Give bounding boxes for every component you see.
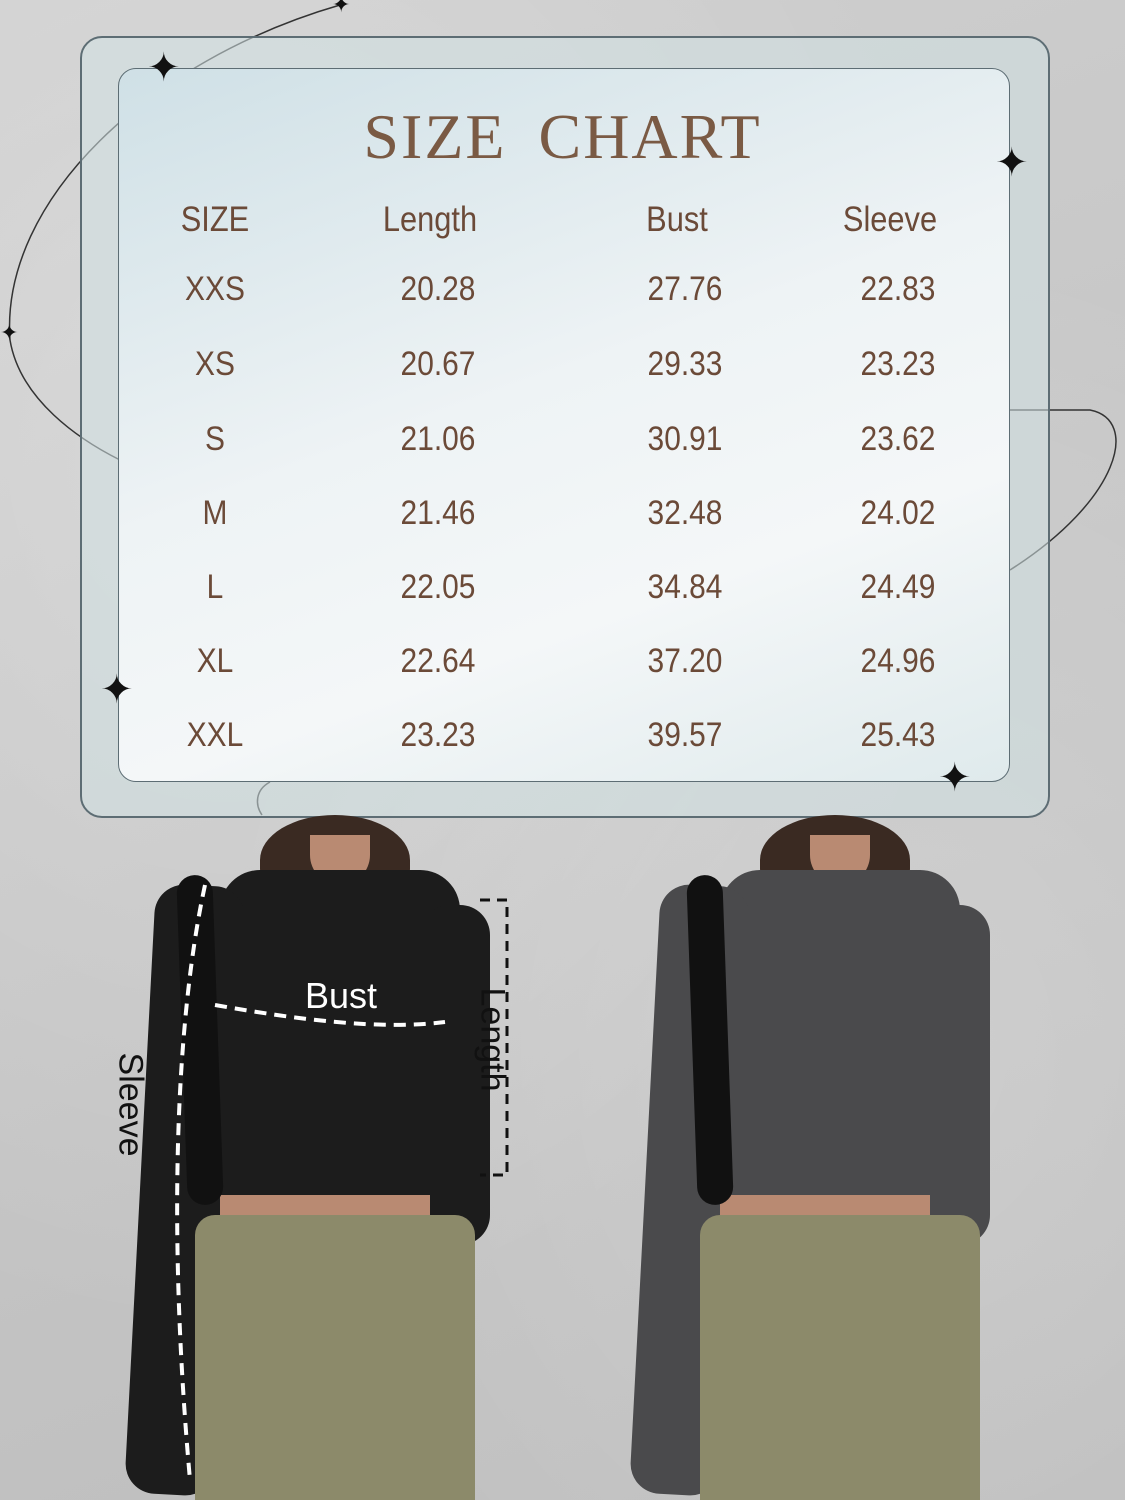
cell-size: M [202, 494, 228, 532]
sleeve-label: Sleeve [111, 1052, 150, 1157]
cell-bust: 39.57 [647, 716, 723, 754]
sparkle-icon: ✦ [100, 668, 134, 712]
cell-length: 23.23 [400, 716, 476, 754]
cell-size: XXS [185, 270, 245, 308]
length-label: Length [473, 987, 512, 1092]
cell-size: S [205, 420, 225, 458]
cell-size: XS [195, 345, 235, 383]
cell-sleeve: 24.96 [860, 642, 936, 680]
cell-bust: 30.91 [647, 420, 723, 458]
size-chart-panel [118, 68, 1010, 782]
cell-length: 21.06 [400, 420, 476, 458]
sparkle-icon: ✦ [0, 320, 19, 345]
cell-sleeve: 24.02 [860, 494, 936, 532]
page-title: SIZE CHART [363, 101, 762, 172]
cell-bust: 37.20 [647, 642, 723, 680]
cell-size: XL [196, 642, 234, 680]
cell-length: 20.28 [400, 270, 476, 308]
sleeve-line [175, 884, 207, 1481]
bust-label: Bust [305, 975, 378, 1016]
length-line [480, 898, 509, 1177]
cell-bust: 34.84 [647, 568, 723, 606]
cell-sleeve: 23.23 [860, 345, 936, 383]
cell-length: 20.67 [400, 345, 476, 383]
column-header-sleeve: Sleeve [842, 200, 938, 239]
cell-sleeve: 25.43 [860, 716, 936, 754]
cell-sleeve: 24.49 [860, 568, 936, 606]
column-header-bust: Bust [646, 200, 708, 239]
sparkle-icon: ✦ [938, 756, 972, 800]
cell-size: XXL [186, 716, 244, 754]
cell-bust: 29.33 [647, 345, 723, 383]
sparkle-icon: ✦ [995, 141, 1029, 185]
model-gray-top [629, 815, 1030, 1500]
model-black-top [120, 815, 520, 1500]
cell-length: 21.46 [400, 494, 476, 532]
cell-sleeve: 23.62 [860, 420, 936, 458]
cell-length: 22.64 [400, 642, 476, 680]
cell-sleeve: 22.83 [860, 270, 936, 308]
cell-length: 22.05 [400, 568, 476, 606]
cell-size: L [206, 568, 224, 606]
column-header-size: SIZE [180, 200, 250, 239]
column-header-length: Length [382, 200, 478, 239]
bust-line [214, 1003, 446, 1027]
sparkle-icon: ✦ [147, 46, 181, 90]
sparkle-icon: ✦ [332, 0, 351, 17]
cell-bust: 27.76 [647, 270, 723, 308]
cell-bust: 32.48 [647, 494, 723, 532]
